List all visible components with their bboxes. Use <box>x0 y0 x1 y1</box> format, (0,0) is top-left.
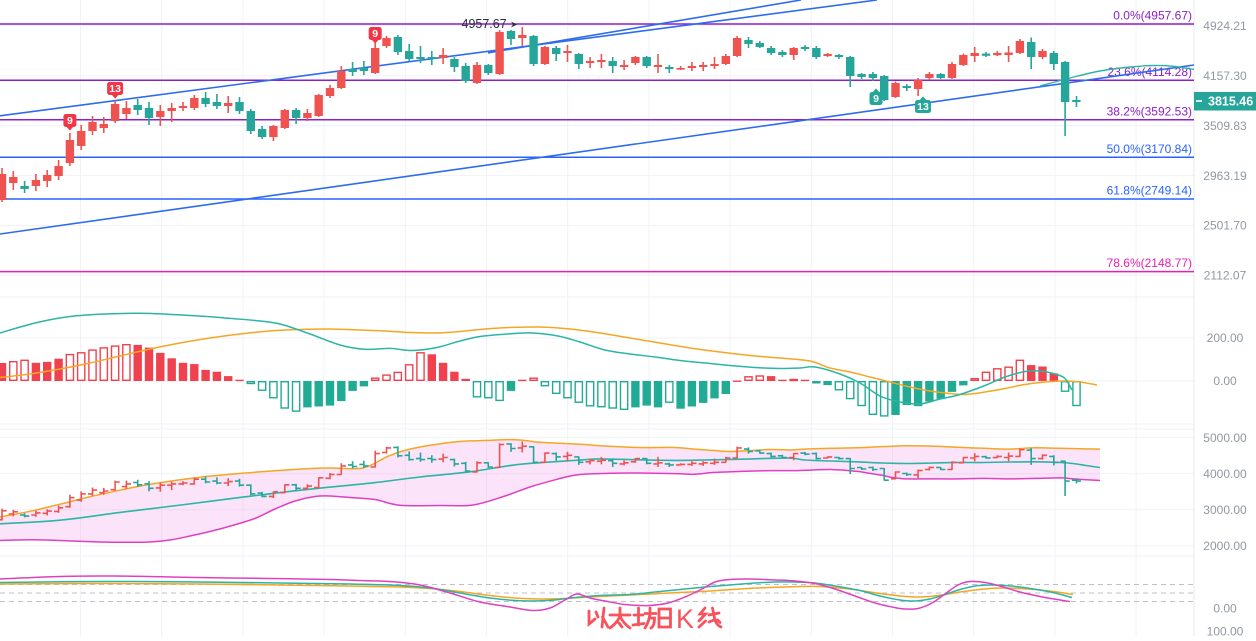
svg-text:13: 13 <box>917 101 929 113</box>
svg-text:200.00: 200.00 <box>1207 331 1244 345</box>
svg-text:3815.46: 3815.46 <box>1208 95 1253 109</box>
svg-text:0.0%(4957.67): 0.0%(4957.67) <box>1113 9 1192 23</box>
svg-text:4924.21: 4924.21 <box>1203 19 1247 33</box>
svg-text:100.00: 100.00 <box>1207 625 1244 636</box>
svg-text:2501.70: 2501.70 <box>1203 219 1247 233</box>
svg-text:3000.00: 3000.00 <box>1203 503 1247 517</box>
svg-text:13: 13 <box>109 83 121 95</box>
svg-text:0.00: 0.00 <box>1213 374 1237 388</box>
svg-text:4157.30: 4157.30 <box>1203 69 1247 83</box>
svg-text:3509.83: 3509.83 <box>1203 119 1247 133</box>
svg-text:2963.19: 2963.19 <box>1203 169 1247 183</box>
svg-text:0.00: 0.00 <box>1213 602 1237 616</box>
svg-text:9: 9 <box>67 115 73 127</box>
svg-text:61.8%(2749.14): 61.8%(2749.14) <box>1107 184 1192 198</box>
svg-text:9: 9 <box>372 28 378 40</box>
svg-text:5000.00: 5000.00 <box>1203 431 1247 445</box>
svg-text:4957.67: 4957.67 <box>462 17 507 31</box>
svg-text:50.0%(3170.84): 50.0%(3170.84) <box>1107 142 1192 156</box>
svg-text:38.2%(3592.53): 38.2%(3592.53) <box>1107 104 1192 118</box>
svg-text:2000.00: 2000.00 <box>1203 539 1247 553</box>
svg-text:78.6%(2148.77): 78.6%(2148.77) <box>1107 256 1192 270</box>
svg-text:4000.00: 4000.00 <box>1203 467 1247 481</box>
svg-text:9: 9 <box>873 93 879 105</box>
svg-text:K: K <box>676 604 694 634</box>
svg-text:2112.07: 2112.07 <box>1204 269 1247 283</box>
